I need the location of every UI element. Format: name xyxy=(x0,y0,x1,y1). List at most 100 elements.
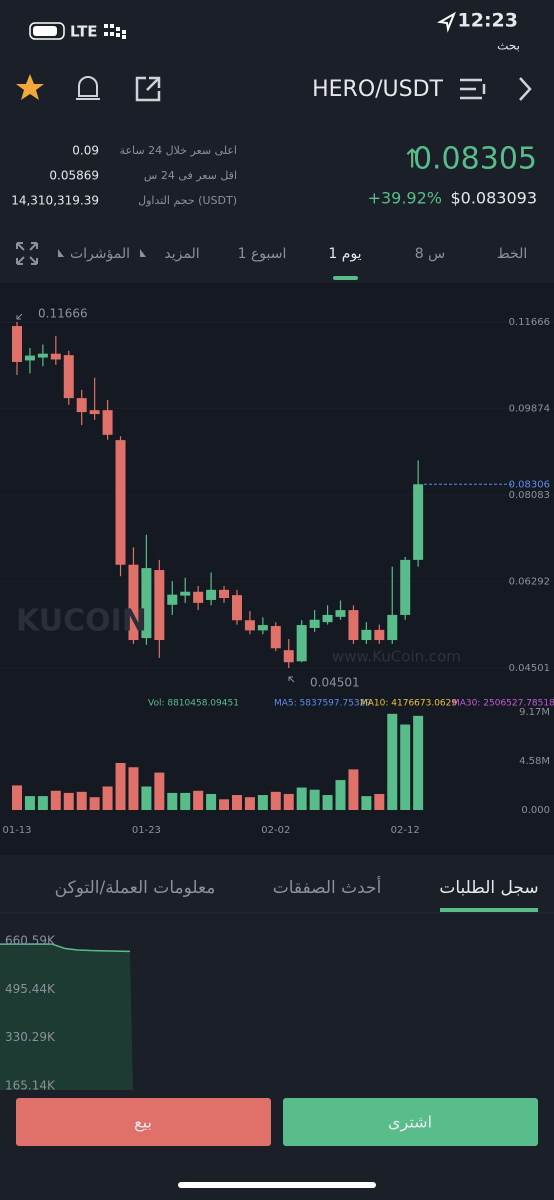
candle-body xyxy=(154,570,165,641)
volume-bar xyxy=(141,786,152,810)
fullscreen-icon[interactable] xyxy=(16,242,38,265)
candle-body xyxy=(180,591,191,596)
volume-bar xyxy=(24,796,35,810)
interval-tab[interactable]: 1 اسبوع xyxy=(238,246,287,262)
x-tick-label: 02-12 xyxy=(391,825,420,836)
interval-tab[interactable]: 8 س xyxy=(415,246,445,262)
x-tick-label: 01-23 xyxy=(132,825,161,836)
candle-body xyxy=(231,595,242,621)
bottom-tab-underline xyxy=(440,908,538,912)
pair-title[interactable]: HERO/USDT xyxy=(312,77,443,102)
network: LTE xyxy=(70,23,98,41)
trades-tab[interactable]: أحدث الصفقات xyxy=(273,876,382,898)
buy-button[interactable] xyxy=(283,1098,538,1146)
volume-bar xyxy=(180,792,191,810)
chart-area xyxy=(0,283,554,855)
volume-bar xyxy=(115,762,126,810)
volume-tick-label: 4.58M xyxy=(519,756,550,767)
depth-tick-label: 660.59K xyxy=(5,934,56,948)
alert-icon[interactable] xyxy=(76,76,100,100)
candle-body xyxy=(219,589,230,599)
x-tick-label: 02-02 xyxy=(261,825,290,836)
order-book-tab[interactable]: سجل الطلبات xyxy=(439,878,538,898)
low-value: 0.05869 xyxy=(49,169,99,183)
volume-bar xyxy=(89,797,100,810)
ma5-indicator: MA5: 5837597.75329 xyxy=(274,699,371,709)
high-arrow xyxy=(16,313,23,320)
volume-bar xyxy=(76,791,87,810)
last-price-label: 0.08306 xyxy=(509,479,550,490)
candle-body xyxy=(387,614,398,641)
volume-bar xyxy=(37,796,48,810)
y-tick-label: 0.11666 xyxy=(509,317,550,328)
back-link[interactable]: بحث xyxy=(497,39,520,53)
low-arrow xyxy=(288,676,295,683)
battery-level xyxy=(33,26,57,36)
ma10-indicator: MA10: 4176673.0629 xyxy=(360,699,457,709)
high-annotation: 0.11666 xyxy=(38,307,88,321)
volume-bar xyxy=(348,769,359,810)
sell-label[interactable]: بيع xyxy=(134,1113,152,1133)
candle-body xyxy=(193,591,204,603)
volume-bar xyxy=(296,787,307,810)
candle-body xyxy=(141,568,152,639)
candle-body xyxy=(244,620,255,631)
volume-bar xyxy=(322,795,333,810)
price-arrow: ↑ xyxy=(401,145,423,175)
candle-body xyxy=(361,629,372,641)
volume-tick-label: 0.000 xyxy=(521,805,550,816)
usd-price: $0.083093 xyxy=(450,189,537,208)
high-label: اعلى سعر خلال 24 ساعة xyxy=(120,144,237,157)
candle-body xyxy=(309,619,320,628)
watermark: KUCOIN xyxy=(16,604,147,639)
candle-body xyxy=(296,625,307,662)
depth-line xyxy=(0,943,131,953)
candle-body xyxy=(348,610,359,641)
ma30-indicator: MA30: 2506527.78518 xyxy=(452,699,554,709)
candle-body xyxy=(206,589,217,600)
volume-bar xyxy=(63,792,74,810)
candle-body xyxy=(270,626,281,649)
volume-bar xyxy=(154,772,165,810)
depth-tick-label: 165.14K xyxy=(5,1079,56,1093)
volume-bar xyxy=(361,796,372,810)
volume-bar xyxy=(374,793,385,810)
share-icon[interactable] xyxy=(135,76,161,102)
candle-body xyxy=(322,614,333,623)
signal xyxy=(104,24,126,39)
interval-tab[interactable]: 1 يوم xyxy=(328,246,361,262)
depth-fill xyxy=(0,944,133,1090)
volume-bar xyxy=(50,790,61,810)
buy-label[interactable]: اشترى xyxy=(388,1113,432,1133)
depth-tick-label: 330.29K xyxy=(5,1030,56,1044)
dropdown-icon xyxy=(140,249,146,257)
pair-menu-icon[interactable] xyxy=(460,78,486,100)
candle-body xyxy=(24,355,35,361)
candle-body xyxy=(335,610,346,617)
interval-tab[interactable]: المزيد xyxy=(164,246,199,262)
sell-button[interactable] xyxy=(16,1098,271,1146)
volume-bar xyxy=(309,789,320,810)
volume-bar xyxy=(219,799,230,810)
volume-label: حجم التداول (USDT) xyxy=(138,194,237,207)
candle-body xyxy=(413,484,424,560)
favorite-icon[interactable] xyxy=(16,74,44,100)
token-info-tab[interactable]: معلومات العملة/التوكن xyxy=(55,878,216,898)
volume-bar xyxy=(102,786,113,810)
volume-tick-label: 9.17M xyxy=(519,707,550,718)
volume-bar xyxy=(206,793,217,810)
volume-bar xyxy=(12,785,22,810)
interval-tab[interactable]: المؤشرات xyxy=(70,246,130,262)
next-icon[interactable] xyxy=(519,77,532,101)
candle-body xyxy=(257,625,268,631)
interval-tab[interactable]: الخط xyxy=(497,246,527,262)
low-annotation: 0.04501 xyxy=(310,676,360,690)
volume-bar xyxy=(231,795,242,810)
low-label: اقل سعر فى 24 س xyxy=(144,169,237,182)
candle-body xyxy=(89,410,100,415)
change: +39.92% xyxy=(368,189,442,208)
candle-body xyxy=(283,650,294,663)
volume-bar xyxy=(128,767,139,810)
location-icon xyxy=(436,11,456,33)
